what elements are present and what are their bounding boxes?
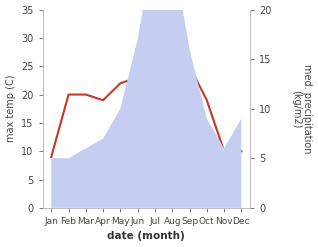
Y-axis label: med. precipitation
(kg/m2): med. precipitation (kg/m2) — [291, 64, 313, 153]
Y-axis label: max temp (C): max temp (C) — [5, 75, 16, 143]
X-axis label: date (month): date (month) — [107, 231, 185, 242]
